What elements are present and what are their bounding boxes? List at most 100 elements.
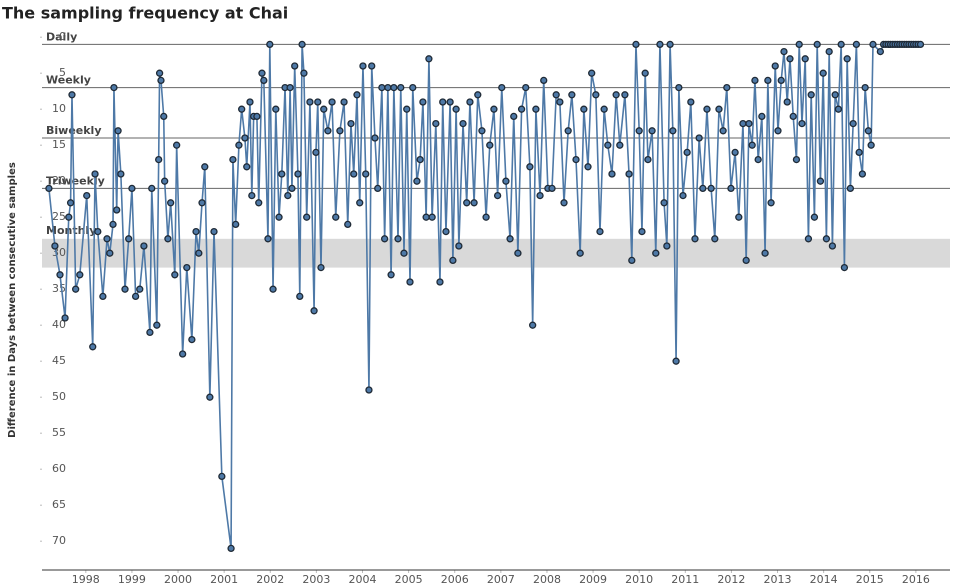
data-point (148, 184, 156, 193)
data-point (529, 321, 537, 329)
x-tick-label: 2013 (764, 573, 792, 586)
data-point (459, 119, 467, 128)
reference-label: Weekly (46, 74, 91, 87)
data-point (672, 357, 680, 365)
data-point (666, 40, 674, 49)
data-point (663, 242, 671, 250)
data-point (296, 292, 304, 301)
data-point (400, 249, 408, 257)
data-point (754, 155, 762, 164)
x-tick-label: 2012 (717, 573, 745, 586)
data-point (612, 91, 620, 99)
y-tick-label: 0 (59, 30, 66, 43)
data-point (201, 163, 209, 171)
data-point (432, 119, 440, 128)
data-point (731, 148, 739, 157)
data-point (419, 98, 427, 106)
data-point (576, 249, 584, 257)
data-point (807, 91, 815, 99)
data-point (771, 62, 779, 70)
data-point (719, 127, 727, 135)
data-point (128, 184, 136, 193)
data-point (198, 199, 206, 207)
data-point (540, 76, 548, 85)
data-point (246, 98, 254, 106)
data-point (359, 62, 367, 70)
data-point (572, 155, 580, 164)
data-point (786, 55, 794, 63)
band (42, 238, 950, 268)
data-point (328, 98, 336, 106)
data-point (867, 141, 875, 149)
x-tick-label: 2005 (395, 573, 423, 586)
data-point (99, 292, 107, 301)
data-point (840, 263, 849, 272)
y-tick-label: 70 (52, 534, 66, 547)
y-tick-label: 45 (52, 354, 66, 367)
y-axis-title: Difference in Days between consecutive s… (7, 162, 18, 438)
data-point (65, 213, 73, 221)
y-tick-label: 40 (52, 318, 66, 331)
data-point (783, 98, 791, 106)
data-point (171, 271, 179, 279)
data-point (121, 285, 129, 293)
data-line (48, 42, 921, 549)
data-point (474, 91, 482, 99)
data-point (774, 127, 782, 135)
x-tick-label: 1999 (118, 573, 146, 586)
data-point (173, 141, 181, 149)
data-point (131, 292, 140, 301)
data-point (314, 98, 322, 106)
data-point (502, 177, 510, 185)
data-point (580, 105, 588, 113)
data-point (356, 199, 364, 207)
data-point (789, 112, 797, 121)
reference-label: Biweekly (46, 124, 102, 137)
data-point (56, 271, 64, 279)
data-point (332, 213, 340, 221)
data-point (656, 40, 664, 49)
x-tick-label: 2003 (302, 573, 330, 586)
data-point (635, 127, 643, 135)
data-point (638, 227, 646, 236)
data-point (243, 163, 251, 171)
data-point (792, 155, 801, 164)
data-point (255, 199, 263, 207)
data-point (380, 235, 389, 243)
x-tick-label: 1998 (72, 573, 100, 586)
data-point (109, 220, 117, 229)
data-point (632, 40, 640, 49)
data-point (669, 127, 677, 135)
x-tick-label: 2011 (671, 573, 699, 586)
data-point (258, 69, 266, 77)
data-point (294, 170, 302, 178)
data-point (425, 55, 433, 63)
data-point (916, 40, 925, 49)
data-point (616, 141, 624, 149)
data-point (490, 105, 498, 113)
data-point (416, 155, 424, 164)
data-point (113, 206, 121, 214)
data-point (536, 191, 544, 200)
data-point (834, 105, 843, 113)
data-point (687, 98, 695, 106)
data-point (715, 105, 723, 113)
data-point (232, 220, 240, 229)
data-point (378, 83, 386, 92)
data-point (136, 285, 144, 293)
data-point (621, 91, 629, 99)
data-point (735, 213, 743, 221)
data-point (45, 184, 53, 193)
data-point (742, 256, 750, 265)
data-point (76, 271, 84, 279)
data-point (858, 170, 867, 178)
y-tick-label: 5 (59, 66, 66, 79)
y-tick-label: 10 (52, 102, 66, 115)
data-point (855, 148, 863, 157)
data-point (298, 40, 306, 49)
data-point (89, 343, 97, 351)
data-point (695, 134, 703, 142)
data-point (324, 127, 332, 135)
data-point (861, 83, 869, 92)
